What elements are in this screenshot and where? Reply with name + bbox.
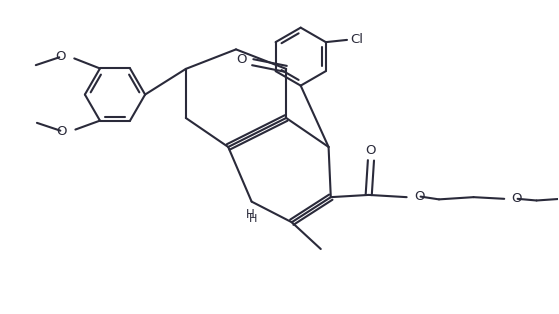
Text: O: O xyxy=(56,125,67,138)
Text: Cl: Cl xyxy=(350,33,363,46)
Text: O: O xyxy=(511,192,522,205)
Text: O: O xyxy=(414,190,424,203)
Text: H: H xyxy=(246,208,255,221)
Text: H: H xyxy=(249,214,258,224)
Text: O: O xyxy=(236,53,247,66)
Text: O: O xyxy=(366,144,376,157)
Text: O: O xyxy=(55,50,66,63)
